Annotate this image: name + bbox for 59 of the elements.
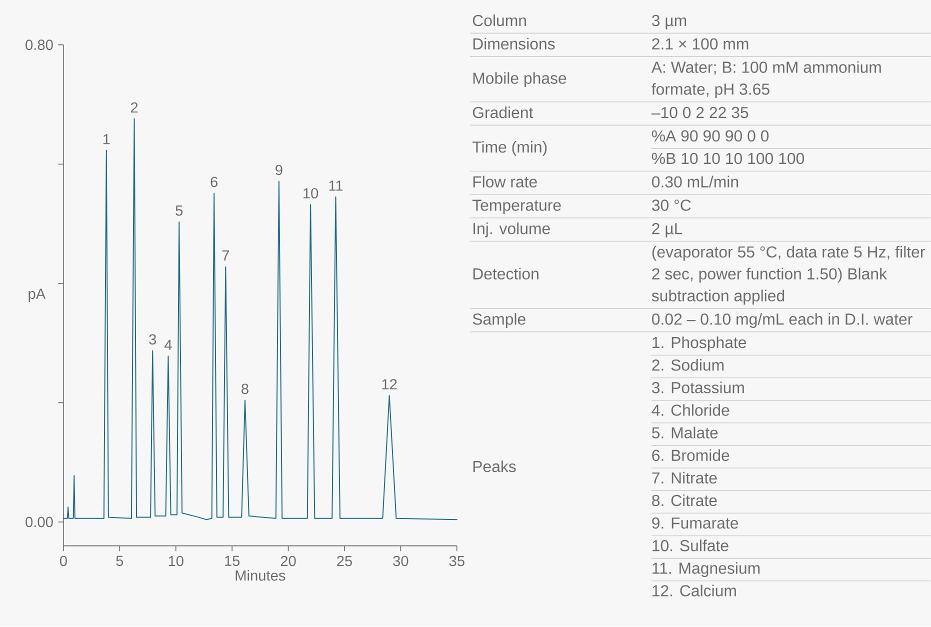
category-label: Flow rate: [473, 176, 537, 188]
category-label: Mobile phase: [473, 72, 566, 88]
x-tick-label: 30: [393, 556, 408, 566]
x-tick-label: 10: [168, 556, 184, 566]
annotation: 6: [210, 177, 218, 188]
annotation: 2: [130, 102, 138, 113]
category-label: Detection: [473, 268, 538, 280]
text: 10. Sulfate: [652, 540, 728, 552]
text: 2. Sodium: [652, 359, 724, 371]
x-tick-label: 15: [225, 556, 240, 566]
category-label: Temperature: [472, 200, 561, 214]
annotation: 1: [103, 134, 110, 144]
category-label: Time (min): [472, 141, 547, 156]
text: A: Water; B: 100 mM ammonium formate, pH 3.65: [651, 61, 881, 98]
y-tick-label: 0.00: [26, 517, 53, 528]
y-axis-title: pA: [28, 289, 46, 302]
annotation: 8: [242, 384, 248, 394]
text: 9. Fumarate: [652, 518, 738, 529]
text: 3 µm: [652, 15, 686, 30]
annotation: 10: [304, 188, 318, 199]
category-label: Peaks: [473, 460, 516, 472]
text: 11. Magnesium: [652, 562, 760, 578]
text: 2.1 × 100 mm: [652, 38, 748, 50]
text: 2 µL: [652, 223, 682, 238]
x-axis-title: Minutes: [236, 570, 286, 581]
text: (evaporator 55 °C, data rate 5 Hz, filter 2 sec, power function 1.50) Blank subtraction applied: [652, 246, 925, 305]
x-tick-label: 0: [60, 556, 67, 566]
x-tick-label: 35: [449, 556, 464, 566]
text: 12. Calcium: [652, 584, 736, 597]
annotation: 4: [164, 340, 172, 350]
x-tick-label: 20: [280, 556, 296, 566]
text: 30 °C: [652, 200, 691, 212]
text: 1. Phosphate: [652, 336, 746, 352]
y-tick-label: 0.80: [26, 40, 53, 50]
text: 7. Nitrate: [652, 472, 717, 484]
annotation: 5: [176, 206, 183, 216]
text: 6. Bromide: [652, 450, 730, 462]
text: 8. Citrate: [652, 494, 717, 506]
annotation: 7: [222, 250, 229, 261]
line-series: [62, 118, 458, 520]
category-label: Column: [472, 14, 526, 26]
x-tick-label: 5: [116, 556, 124, 566]
text: 0.02 – 0.10 mg/mL each in D.I. water: [652, 313, 912, 328]
text: %B 10 10 10 100 100: [652, 153, 804, 164]
text: 0.30 mL/min: [652, 176, 738, 188]
text: 5. Malate: [652, 426, 718, 439]
text: 4. Chloride: [652, 404, 730, 416]
category-label: Sample: [472, 313, 526, 328]
annotation: 9: [276, 165, 282, 176]
category-label: Dimensions: [473, 38, 555, 50]
text: 3. Potassium: [652, 382, 744, 394]
text: –10 0 2 22 35: [651, 107, 748, 118]
annotation: 11: [329, 180, 343, 191]
x-tick-label: 25: [337, 556, 352, 566]
annotation: 3: [149, 334, 156, 345]
category-label: Gradient: [472, 106, 534, 118]
text: %A 90 90 90 0 0: [652, 130, 769, 142]
category-label: Inj. volume: [474, 222, 550, 238]
annotation: 12: [382, 379, 397, 390]
